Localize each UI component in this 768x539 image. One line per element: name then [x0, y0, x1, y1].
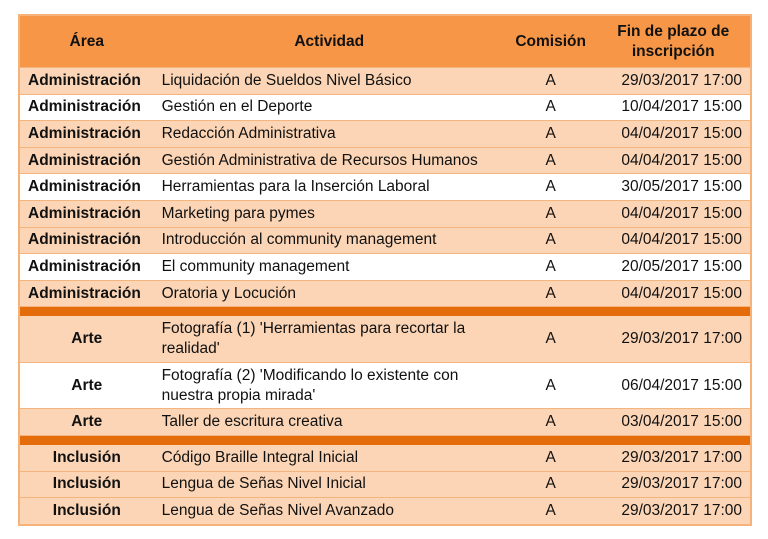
cell-area: Administración — [19, 280, 154, 308]
cell-fin: 30/05/2017 15:00 — [596, 173, 751, 201]
cell-fin: 29/03/2017 17:00 — [596, 471, 751, 499]
cell-area: Inclusión — [19, 444, 154, 472]
cell-area: Administración — [19, 94, 154, 122]
cell-area: Inclusión — [19, 471, 154, 499]
table-row: Administración Liquidación de Sueldos Niv… — [19, 67, 751, 95]
cell-comision: A — [504, 497, 597, 526]
group-separator — [19, 435, 751, 445]
table-row: Administración El community management A 20… — [19, 253, 751, 281]
cell-actividad: Gestión en el Deporte — [153, 94, 505, 122]
table-row: Administración Gestión Administrativa de … — [19, 147, 751, 175]
table-row: Administración Introducción al community … — [19, 227, 751, 255]
cell-actividad: El community management — [153, 253, 505, 281]
header-area: Área — [19, 15, 154, 68]
courses-table: Área Actividad Comisión Fin de plazo de … — [18, 14, 752, 526]
cell-area: Administración — [19, 120, 154, 148]
cell-area: Arte — [19, 362, 154, 410]
table-row: Administración Herramientas para la Inser… — [19, 173, 751, 201]
cell-comision: A — [504, 227, 597, 255]
table-row: Arte Fotografía (1) 'Herramientas para re… — [19, 316, 751, 363]
cell-fin: 04/04/2017 15:00 — [596, 120, 751, 148]
table-header: Área Actividad Comisión Fin de plazo de … — [19, 15, 751, 68]
cell-fin: 29/03/2017 17:00 — [596, 316, 751, 363]
cell-actividad: Fotografía (1) 'Herramientas para recort… — [153, 316, 505, 363]
cell-fin: 03/04/2017 15:00 — [596, 408, 751, 436]
cell-comision: A — [504, 147, 597, 175]
table-row: Administración Redacción Administrativa A 0… — [19, 120, 751, 148]
cell-actividad: Lengua de Señas Nivel Inicial — [153, 471, 505, 499]
cell-actividad: Redacción Administrativa — [153, 120, 505, 148]
cell-comision: A — [504, 173, 597, 201]
cell-actividad: Marketing para pymes — [153, 200, 505, 228]
cell-fin: 04/04/2017 15:00 — [596, 227, 751, 255]
cell-comision: A — [504, 444, 597, 472]
cell-actividad: Liquidación de Sueldos Nivel Básico — [153, 67, 505, 95]
table-row: Inclusión Lengua de Señas Nivel Avanzado A… — [19, 497, 751, 526]
cell-area: Administración — [19, 173, 154, 201]
cell-comision: A — [504, 471, 597, 499]
cell-fin: 10/04/2017 15:00 — [596, 94, 751, 122]
table-row: Administración Gestión en el Deporte A 10/0… — [19, 94, 751, 122]
cell-fin: 29/03/2017 17:00 — [596, 67, 751, 95]
cell-comision: A — [504, 253, 597, 281]
cell-fin: 04/04/2017 15:00 — [596, 147, 751, 175]
header-comision: Comisión — [504, 15, 597, 68]
cell-fin: 04/04/2017 15:00 — [596, 200, 751, 228]
table-row: Arte Fotografía (2) 'Modificando lo exist… — [19, 362, 751, 410]
cell-fin: 29/03/2017 17:00 — [596, 497, 751, 526]
cell-area: Administración — [19, 227, 154, 255]
table-row: Inclusión Lengua de Señas Nivel Inicial A 2… — [19, 471, 751, 499]
table-row: Administración Oratoria y Locución A 04/04/… — [19, 280, 751, 308]
cell-fin: 20/05/2017 15:00 — [596, 253, 751, 281]
cell-area: Administración — [19, 67, 154, 95]
cell-actividad: Taller de escritura creativa — [153, 408, 505, 436]
cell-actividad: Lengua de Señas Nivel Avanzado — [153, 497, 505, 526]
cell-area: Administración — [19, 253, 154, 281]
table-row: Arte Taller de escritura creativa A 03/04/2… — [19, 408, 751, 436]
cell-fin: 06/04/2017 15:00 — [596, 362, 751, 410]
cell-area: Inclusión — [19, 497, 154, 526]
cell-actividad: Fotografía (2) 'Modificando lo existente… — [153, 362, 505, 410]
cell-area: Administración — [19, 147, 154, 175]
cell-comision: A — [504, 67, 597, 95]
table-row: Administración Marketing para pymes A 04/04… — [19, 200, 751, 228]
separator-bar — [19, 435, 751, 445]
cell-comision: A — [504, 120, 597, 148]
cell-comision: A — [504, 200, 597, 228]
separator-bar — [19, 306, 751, 317]
cell-comision: A — [504, 408, 597, 436]
cell-comision: A — [504, 316, 597, 363]
group-separator — [19, 306, 751, 317]
cell-fin: 29/03/2017 17:00 — [596, 444, 751, 472]
table-body: Administración Liquidación de Sueldos Niv… — [19, 67, 751, 526]
cell-comision: A — [504, 362, 597, 410]
cell-area: Administración — [19, 200, 154, 228]
cell-fin: 04/04/2017 15:00 — [596, 280, 751, 308]
table-row: Inclusión Código Braille Integral Inicial… — [19, 444, 751, 472]
cell-comision: A — [504, 280, 597, 308]
cell-area: Arte — [19, 316, 154, 363]
cell-actividad: Oratoria y Locución — [153, 280, 505, 308]
cell-area: Arte — [19, 408, 154, 436]
cell-actividad: Introducción al community management — [153, 227, 505, 255]
header-fin: Fin de plazo de inscripción — [596, 15, 751, 68]
cell-actividad: Código Braille Integral Inicial — [153, 444, 505, 472]
header-actividad: Actividad — [153, 15, 505, 68]
cell-actividad: Gestión Administrativa de Recursos Human… — [153, 147, 505, 175]
cell-actividad: Herramientas para la Inserción Laboral — [153, 173, 505, 201]
cell-comision: A — [504, 94, 597, 122]
